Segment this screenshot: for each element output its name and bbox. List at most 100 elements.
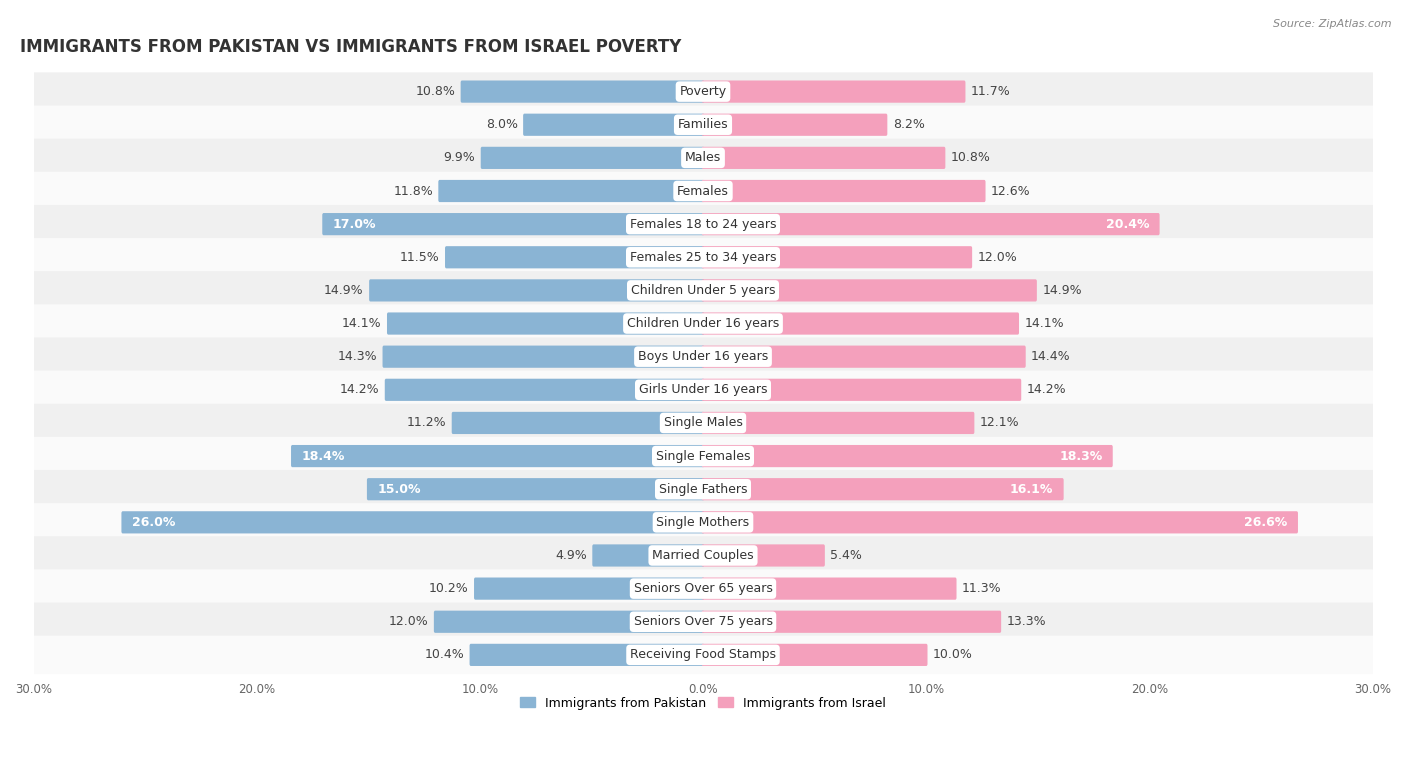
FancyBboxPatch shape [702,511,1298,534]
FancyBboxPatch shape [32,404,1374,442]
FancyBboxPatch shape [32,337,1374,376]
Text: Boys Under 16 years: Boys Under 16 years [638,350,768,363]
Text: 13.3%: 13.3% [1007,615,1046,628]
Text: Married Couples: Married Couples [652,549,754,562]
Text: 12.1%: 12.1% [980,416,1019,430]
Text: 9.9%: 9.9% [444,152,475,164]
FancyBboxPatch shape [439,180,704,202]
FancyBboxPatch shape [451,412,704,434]
Text: 8.2%: 8.2% [893,118,925,131]
FancyBboxPatch shape [32,271,1374,309]
Text: 17.0%: 17.0% [333,218,375,230]
Text: 18.4%: 18.4% [301,449,344,462]
Text: 11.5%: 11.5% [399,251,440,264]
Text: 14.2%: 14.2% [1026,384,1066,396]
FancyBboxPatch shape [32,603,1374,641]
Text: 10.0%: 10.0% [932,648,973,662]
FancyBboxPatch shape [291,445,704,467]
Text: 11.2%: 11.2% [406,416,446,430]
FancyBboxPatch shape [702,246,972,268]
FancyBboxPatch shape [702,445,1112,467]
Text: 26.0%: 26.0% [132,516,176,529]
Text: Single Males: Single Males [664,416,742,430]
FancyBboxPatch shape [382,346,704,368]
FancyBboxPatch shape [387,312,704,334]
Text: Poverty: Poverty [679,85,727,98]
FancyBboxPatch shape [470,644,704,666]
Text: Females 25 to 34 years: Females 25 to 34 years [630,251,776,264]
Legend: Immigrants from Pakistan, Immigrants from Israel: Immigrants from Pakistan, Immigrants fro… [515,691,891,715]
FancyBboxPatch shape [702,147,945,169]
Text: 12.0%: 12.0% [977,251,1018,264]
Text: 14.2%: 14.2% [340,384,380,396]
FancyBboxPatch shape [32,536,1374,575]
Text: 12.0%: 12.0% [388,615,429,628]
FancyBboxPatch shape [702,644,928,666]
FancyBboxPatch shape [322,213,704,235]
FancyBboxPatch shape [702,379,1021,401]
FancyBboxPatch shape [32,636,1374,674]
FancyBboxPatch shape [702,578,956,600]
FancyBboxPatch shape [702,213,1160,235]
Text: Single Fathers: Single Fathers [659,483,747,496]
Text: 14.4%: 14.4% [1031,350,1071,363]
FancyBboxPatch shape [32,569,1374,608]
FancyBboxPatch shape [32,304,1374,343]
Text: 5.4%: 5.4% [830,549,862,562]
Text: 18.3%: 18.3% [1059,449,1102,462]
FancyBboxPatch shape [481,147,704,169]
Text: Females: Females [678,184,728,198]
Text: Males: Males [685,152,721,164]
FancyBboxPatch shape [32,205,1374,243]
Text: 12.6%: 12.6% [991,184,1031,198]
Text: Children Under 5 years: Children Under 5 years [631,284,775,297]
FancyBboxPatch shape [592,544,704,566]
FancyBboxPatch shape [32,470,1374,509]
FancyBboxPatch shape [32,72,1374,111]
FancyBboxPatch shape [446,246,704,268]
Text: 26.6%: 26.6% [1244,516,1288,529]
Text: 16.1%: 16.1% [1010,483,1053,496]
FancyBboxPatch shape [385,379,704,401]
FancyBboxPatch shape [702,312,1019,334]
FancyBboxPatch shape [702,478,1063,500]
Text: 14.1%: 14.1% [1025,317,1064,330]
Text: Families: Families [678,118,728,131]
Text: 20.4%: 20.4% [1107,218,1149,230]
FancyBboxPatch shape [121,511,704,534]
Text: 14.9%: 14.9% [325,284,364,297]
Text: Single Females: Single Females [655,449,751,462]
Text: 14.1%: 14.1% [342,317,381,330]
Text: Source: ZipAtlas.com: Source: ZipAtlas.com [1274,19,1392,29]
FancyBboxPatch shape [474,578,704,600]
Text: Females 18 to 24 years: Females 18 to 24 years [630,218,776,230]
FancyBboxPatch shape [32,238,1374,277]
FancyBboxPatch shape [32,139,1374,177]
FancyBboxPatch shape [702,114,887,136]
Text: Girls Under 16 years: Girls Under 16 years [638,384,768,396]
FancyBboxPatch shape [702,80,966,102]
FancyBboxPatch shape [32,172,1374,210]
FancyBboxPatch shape [434,611,704,633]
FancyBboxPatch shape [702,412,974,434]
FancyBboxPatch shape [523,114,704,136]
Text: 8.0%: 8.0% [485,118,517,131]
FancyBboxPatch shape [32,437,1374,475]
FancyBboxPatch shape [32,371,1374,409]
FancyBboxPatch shape [370,279,704,302]
FancyBboxPatch shape [702,180,986,202]
Text: 10.4%: 10.4% [425,648,464,662]
Text: 15.0%: 15.0% [377,483,420,496]
FancyBboxPatch shape [32,105,1374,144]
FancyBboxPatch shape [32,503,1374,541]
Text: Children Under 16 years: Children Under 16 years [627,317,779,330]
FancyBboxPatch shape [367,478,704,500]
FancyBboxPatch shape [461,80,704,102]
Text: Seniors Over 75 years: Seniors Over 75 years [634,615,772,628]
Text: 14.3%: 14.3% [337,350,377,363]
Text: 4.9%: 4.9% [555,549,586,562]
Text: Single Mothers: Single Mothers [657,516,749,529]
FancyBboxPatch shape [702,346,1026,368]
Text: 11.7%: 11.7% [970,85,1011,98]
Text: 10.8%: 10.8% [415,85,456,98]
